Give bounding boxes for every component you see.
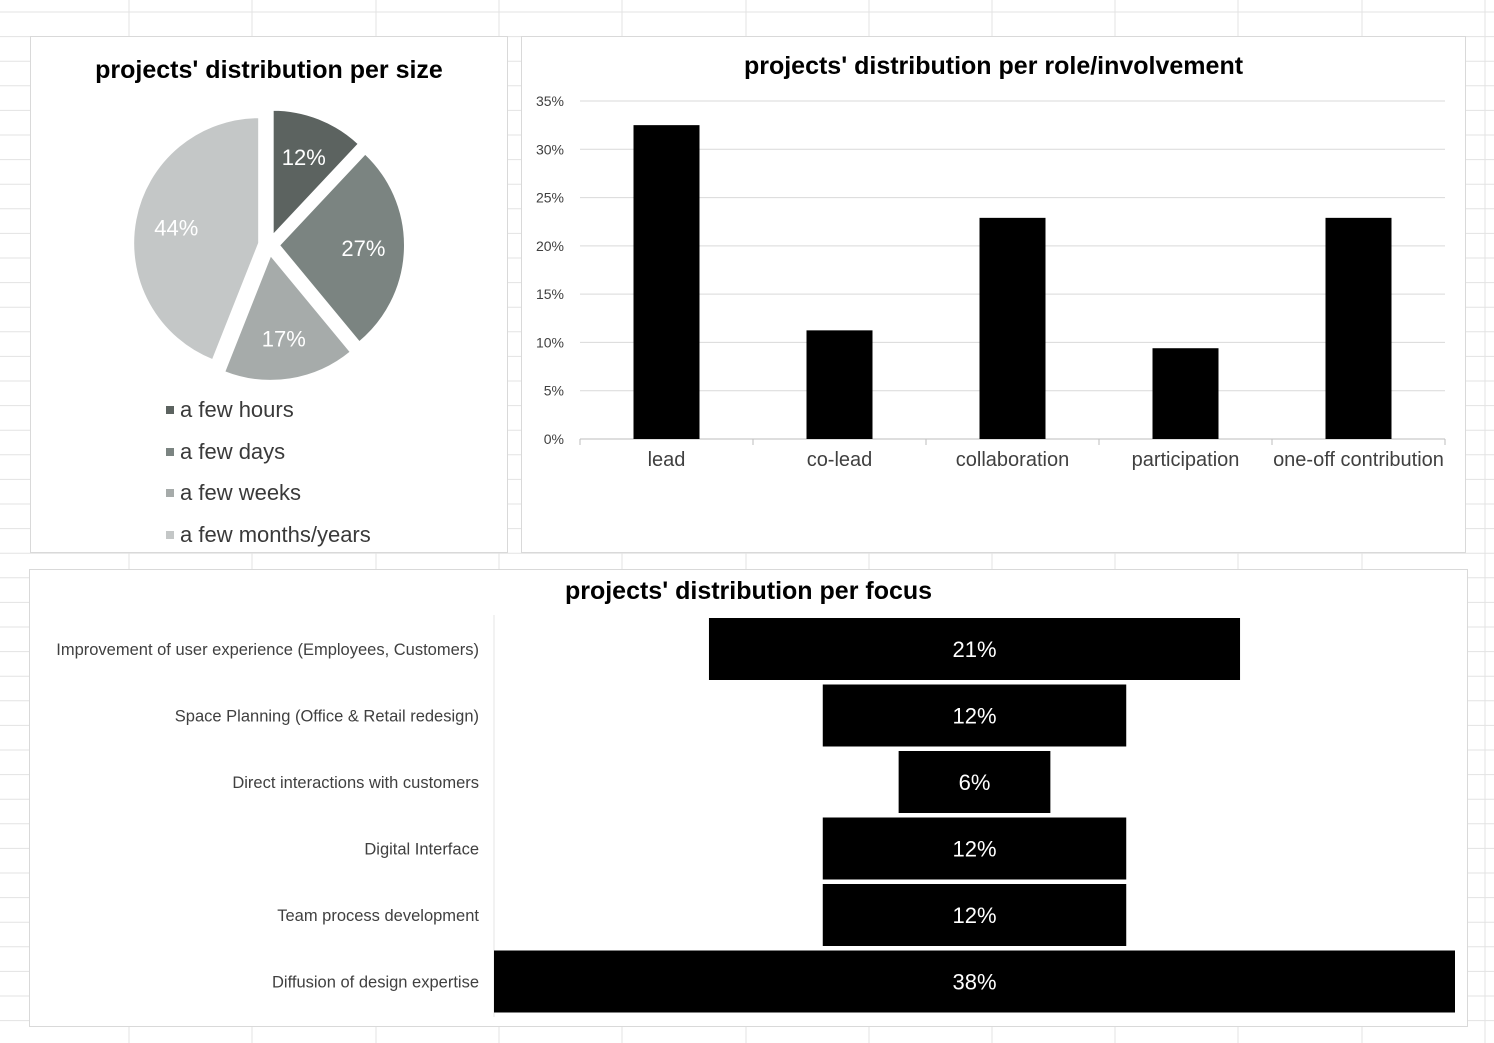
chart-title: projects' distribution per role/involvem… (743, 52, 1244, 80)
bar (708, 618, 1241, 680)
y-category-label: Digital Interface (364, 841, 479, 859)
y-category-label: Team process development (277, 907, 479, 925)
legend-label: a few weeks (180, 480, 302, 506)
legend-item: a few weeks (166, 472, 371, 514)
bar (898, 751, 1051, 813)
bar-data-label: 12% (952, 903, 996, 928)
y-category-label: Space Planning (Office & Retail redesign… (175, 708, 479, 726)
legend-label: a few hours (180, 396, 294, 422)
bar-data-label: 6% (959, 770, 991, 795)
pie-legend: a few hours a few days a few weeks a few… (166, 389, 371, 556)
x-tick-label: co-lead (807, 449, 873, 471)
chart-role-panel[interactable]: projects' distribution per role/involvem… (521, 36, 1466, 553)
x-tick-label: participation (1132, 449, 1240, 471)
x-tick-label: lead (648, 449, 686, 471)
y-tick-label: 10% (536, 334, 564, 350)
y-tick-label: 5% (544, 383, 564, 399)
bar-data-label: 38% (952, 970, 996, 995)
pie-slice (132, 116, 261, 362)
pie-data-label: 12% (282, 145, 326, 170)
chart-title: projects' distribution per size (95, 56, 443, 84)
legend-item: a few days (166, 431, 371, 473)
bar-data-label: 21% (952, 637, 996, 662)
chart-focus-panel[interactable]: projects' distribution per focus 21% Impr… (29, 569, 1468, 1027)
x-tick-label: one-off contribution (1273, 449, 1444, 471)
bar-data-label: 12% (952, 837, 996, 862)
bar (1152, 348, 1219, 439)
bar-data-label: 12% (952, 704, 996, 729)
x-tick-label: collaboration (956, 449, 1069, 471)
legend-item: a few hours (166, 389, 371, 431)
y-category-label: Direct interactions with customers (232, 774, 479, 792)
legend-swatch (166, 405, 174, 414)
bar-chart: 0% 5% 10% 15% 20% 25% 30% 35% lead co-lead collabo… (536, 93, 1446, 471)
y-tick-label: 30% (536, 141, 564, 157)
chart-title: projects' distribution per focus (564, 577, 933, 605)
bar (822, 884, 1127, 946)
pie-data-label: 44% (154, 215, 198, 240)
bar (494, 950, 1455, 1013)
y-tick-label: 15% (536, 286, 564, 302)
pie-data-label: 27% (341, 236, 385, 261)
legend-swatch (166, 489, 174, 498)
legend-label: a few months/years (180, 521, 371, 547)
y-tick-label: 25% (536, 190, 564, 206)
y-category-label: Diffusion of design expertise (272, 974, 479, 992)
pie-slice (222, 252, 353, 382)
y-tick-label: 20% (536, 238, 564, 254)
legend-label: a few days (180, 438, 286, 464)
funnel-chart: 21% Improvement of user experience (Emplo… (56, 615, 1455, 1017)
legend-swatch (166, 447, 174, 456)
bar (633, 125, 700, 440)
y-category-label: Improvement of user experience (Employee… (56, 641, 479, 659)
pie-chart: 12% 27% 17% 44% (132, 108, 406, 382)
pie-slice (277, 152, 406, 344)
pie-slice (271, 108, 361, 239)
pie-data-label: 17% (262, 326, 306, 351)
bar (806, 330, 873, 439)
y-tick-label: 35% (536, 93, 564, 109)
legend-item: a few months/years (166, 514, 371, 556)
bar (1325, 217, 1392, 439)
chart-size-panel[interactable]: projects' distribution per size 12% 27% 17… (30, 36, 508, 553)
bar (822, 817, 1127, 880)
y-tick-label: 0% (544, 431, 564, 447)
bar (822, 684, 1127, 747)
legend-swatch (166, 530, 174, 539)
bar (979, 217, 1046, 439)
